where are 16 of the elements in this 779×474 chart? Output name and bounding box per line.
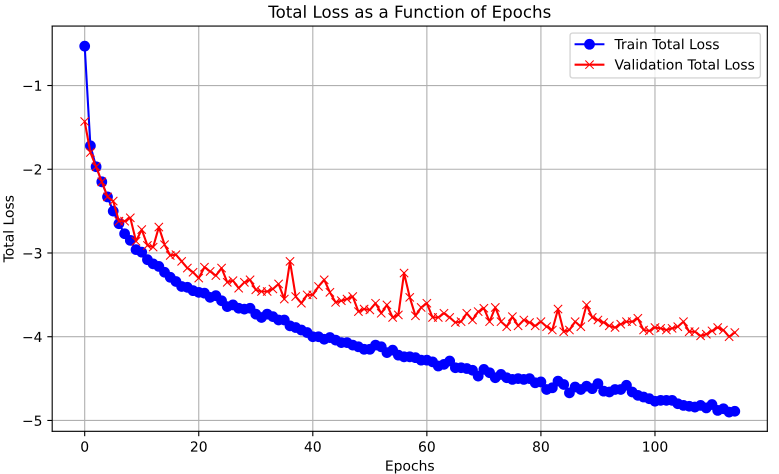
- x-tick-label: 80: [533, 441, 549, 452]
- x-tick-label: 100: [643, 441, 668, 452]
- x-tick-label: 0: [81, 441, 88, 452]
- x-axis-title: Epochs: [386, 460, 434, 474]
- y-axis-title: Total Loss: [3, 196, 14, 262]
- y-tick-label: −1: [23, 80, 42, 91]
- y-tick-label: −2: [23, 164, 42, 175]
- legend-label: Validation Total Loss: [614, 58, 754, 70]
- x-tick-label: 40: [304, 441, 321, 452]
- y-tick-label: −3: [23, 248, 42, 258]
- legend-label: Train Total Loss: [614, 38, 719, 50]
- x-tick-label: 20: [190, 441, 207, 452]
- x-tick-label: 60: [418, 441, 435, 452]
- y-tick-label: −4: [23, 332, 42, 342]
- chart-title: Total Loss as a Function of Epochs: [268, 5, 550, 22]
- y-tick-label: −5: [23, 416, 42, 426]
